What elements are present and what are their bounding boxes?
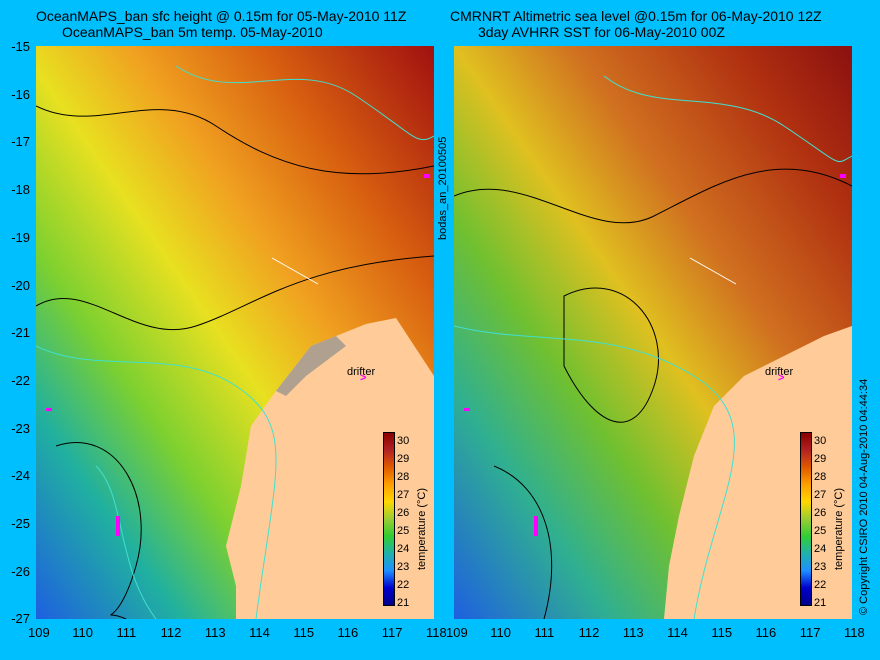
y-tick-label: -22 — [11, 372, 30, 388]
colorbar-tick-label: 26 — [397, 507, 410, 519]
y-tick-label: -19 — [11, 229, 30, 245]
copyright-text: © Copyright CSIRO 2010 04-Aug-2010 04:44… — [858, 378, 870, 615]
left-title-line2: OceanMAPS_ban 5m temp. 05-May-2010 — [62, 24, 323, 40]
x-tick-label: 118 — [426, 625, 447, 640]
right-drifter-label: drifter — [765, 366, 794, 378]
right-colorbar — [800, 432, 812, 606]
y-tick-label: -16 — [11, 86, 30, 102]
colorbar-tick-label: 22 — [397, 579, 410, 591]
x-tick-label: 117 — [799, 625, 821, 640]
x-tick-label: 111 — [116, 625, 137, 640]
x-tick-label: 110 — [490, 625, 511, 640]
colorbar-tick-label: 24 — [814, 543, 827, 555]
side-text: bodas_an_20100505 — [437, 136, 449, 240]
right-colorbar-label: temperature (°C) — [833, 487, 845, 570]
x-tick-label: 116 — [755, 625, 777, 640]
colorbar-tick-label: 24 — [397, 543, 410, 555]
colorbar-tick-label: 22 — [814, 579, 827, 591]
left-drifter-label: drifter — [347, 366, 376, 378]
left-sst-map — [36, 46, 434, 619]
colorbar-tick-label: 26 — [814, 507, 827, 519]
colorbar-tick-label: 29 — [397, 453, 410, 465]
x-tick-label: 113 — [204, 625, 226, 640]
right-drifter-arrow-icon: > — [778, 372, 785, 384]
x-tick-label: 116 — [337, 625, 359, 640]
left-colorbar — [383, 432, 395, 606]
x-tick-label: 109 — [28, 625, 50, 640]
y-tick-label: -21 — [11, 325, 30, 341]
colorbar-tick-label: 27 — [397, 489, 410, 501]
y-tick-label: -17 — [11, 134, 30, 150]
colorbar-tick-label: 21 — [397, 597, 410, 609]
x-tick-label: 115 — [293, 625, 315, 640]
colorbar-tick-label: 29 — [814, 453, 827, 465]
y-tick-label: -26 — [11, 563, 30, 579]
land-area — [226, 318, 434, 619]
colorbar-tick-label: 25 — [814, 525, 827, 537]
x-tick-label: 113 — [622, 625, 644, 640]
left-colorbar-label: temperature (°C) — [416, 487, 428, 570]
x-tick-label: 111 — [534, 625, 555, 640]
y-tick-label: -23 — [11, 420, 30, 436]
colorbar-tick-label: 28 — [397, 471, 410, 483]
left-title-line1: OceanMAPS_ban sfc height @ 0.15m for 05-… — [36, 8, 407, 24]
x-tick-label: 118 — [844, 625, 865, 640]
x-tick-label: 114 — [667, 625, 688, 640]
colorbar-tick-label: 25 — [397, 525, 410, 537]
x-tick-label: 117 — [381, 625, 403, 640]
y-tick-label: -27 — [11, 611, 30, 627]
shelf-area — [276, 336, 346, 396]
x-tick-label: 110 — [72, 625, 93, 640]
y-tick-label: -18 — [11, 182, 30, 198]
x-tick-label: 114 — [249, 625, 270, 640]
right-title-line1: CMRNRT Altimetric sea level @0.15m for 0… — [450, 8, 822, 24]
colorbar-tick-label: 27 — [814, 489, 827, 501]
colorbar-tick-label: 30 — [814, 435, 827, 447]
y-tick-label: -25 — [11, 516, 30, 531]
right-sst-map — [454, 46, 852, 619]
left-map-panel — [36, 46, 434, 619]
x-tick-label: 109 — [446, 625, 468, 640]
y-tick-label: -24 — [11, 468, 30, 484]
colorbar-tick-label: 23 — [814, 561, 827, 573]
colorbar-tick-label: 28 — [814, 471, 827, 483]
x-tick-label: 112 — [578, 625, 600, 640]
colorbar-tick-label: 21 — [814, 597, 827, 609]
x-tick-label: 112 — [160, 625, 182, 640]
left-drifter-arrow-icon: > — [360, 372, 367, 384]
y-tick-label: -20 — [11, 277, 30, 293]
right-map-panel — [454, 46, 852, 619]
x-tick-label: 115 — [711, 625, 733, 640]
colorbar-tick-label: 30 — [397, 435, 410, 447]
colorbar-tick-label: 23 — [397, 561, 410, 573]
y-tick-label: -15 — [11, 39, 30, 54]
right-title-line2: 3day AVHRR SST for 06-May-2010 00Z — [478, 24, 725, 40]
